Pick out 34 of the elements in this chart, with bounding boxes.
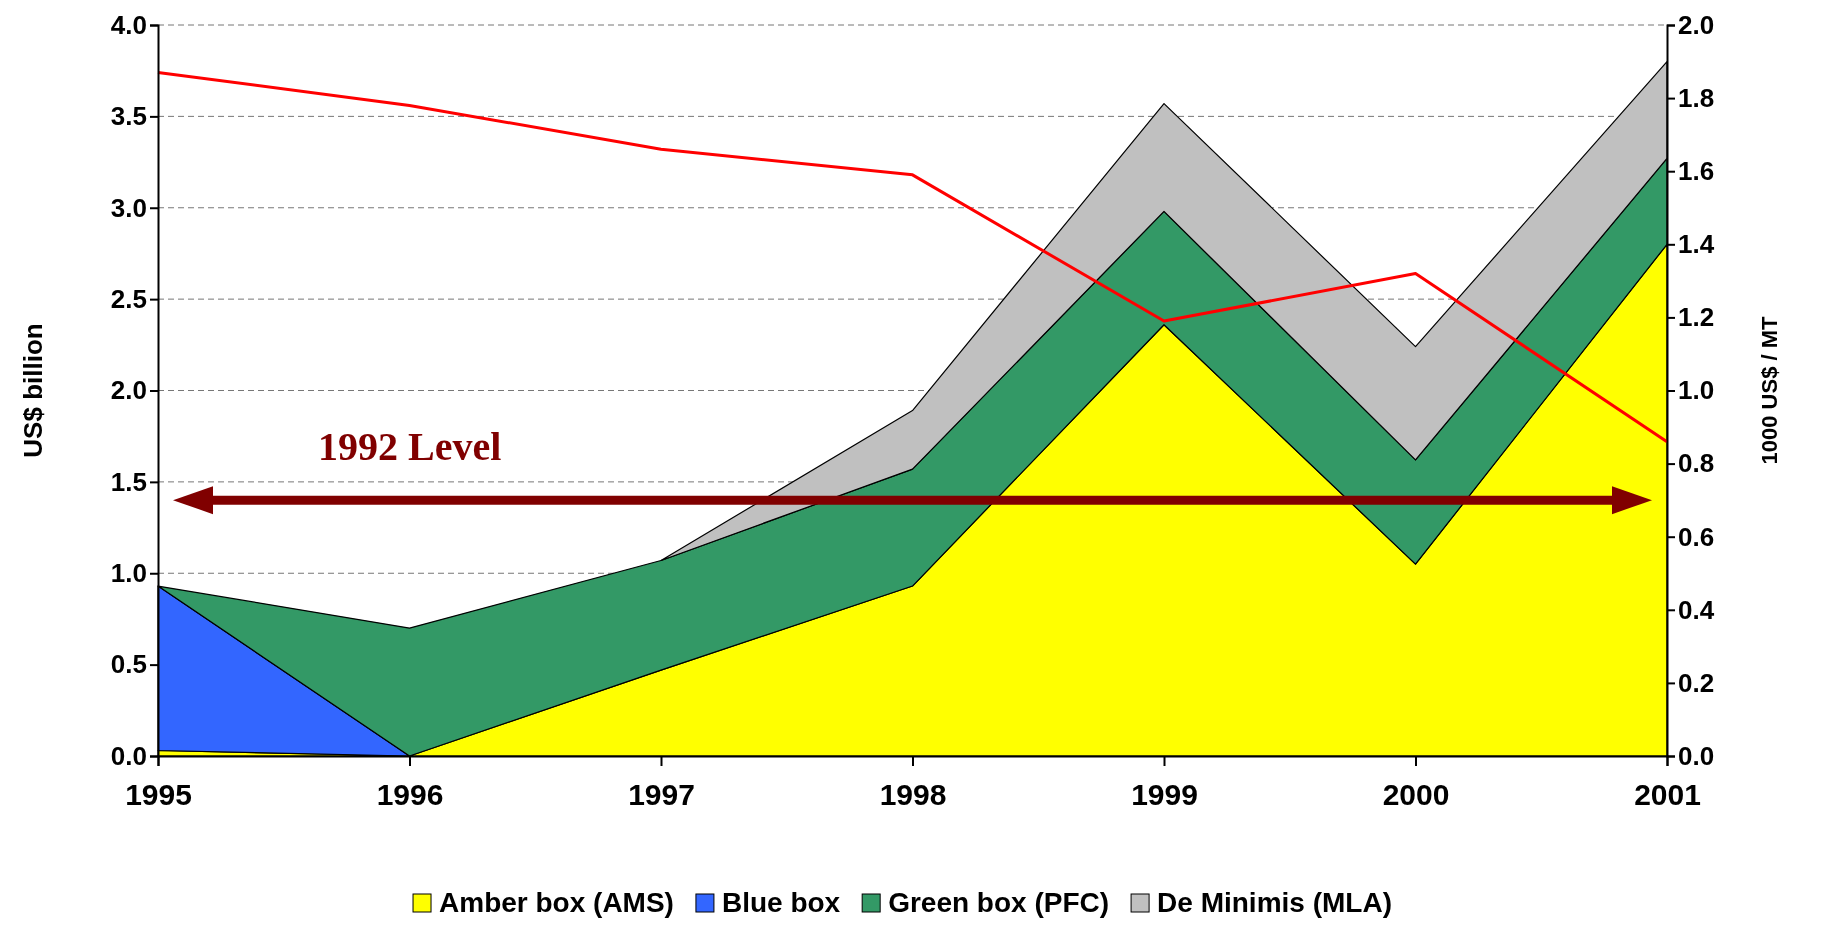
y2-tick-label: 1.0: [1678, 375, 1715, 406]
x-tick-label: 1995: [125, 778, 192, 811]
legend-label: Green box (PFC): [888, 887, 1110, 918]
ref-line-label: 1992 Level: [318, 424, 502, 470]
x-tick-label: 2000: [1382, 778, 1450, 811]
y-tick-label: 1.5: [110, 466, 147, 497]
x-tick-label: 1996: [376, 778, 444, 811]
y2-tick-label: 0.8: [1678, 448, 1715, 479]
y2-tick-label: 1.8: [1678, 82, 1715, 113]
legend-label: De Minimis (MLA): [1157, 887, 1392, 918]
legend-label: Blue box: [721, 887, 841, 918]
y-tick-label: 0.5: [110, 649, 147, 680]
y-tick-label: 1.0: [110, 558, 147, 589]
y2-tick-label: 1.6: [1678, 156, 1715, 187]
y-tick-label: 0.0: [110, 740, 147, 771]
y-tick-label: 3.5: [110, 101, 147, 132]
x-tick-label: 2001: [1634, 778, 1701, 811]
y2-tick-label: 0.2: [1678, 667, 1715, 698]
y2-tick-label: 1.4: [1678, 229, 1715, 260]
y-tick-label: 3.0: [110, 192, 147, 223]
y2-tick-label: 0.6: [1678, 521, 1715, 552]
y2-tick-label: 0.4: [1678, 594, 1715, 625]
y-tick-label: 4.0: [110, 9, 147, 40]
y2-tick-label: 2.0: [1678, 9, 1715, 40]
legend-label: Amber box (AMS): [439, 887, 674, 918]
x-tick-label: 1997: [628, 778, 695, 811]
y-tick-label: 2.0: [110, 375, 147, 406]
x-tick-label: 1999: [1131, 778, 1198, 811]
y2-tick-label: 0.0: [1678, 740, 1715, 771]
y-axis-title: US$ billion: [18, 323, 48, 458]
y-tick-label: 2.5: [110, 283, 147, 314]
y2-axis-title: 1000 US$ / MT: [1757, 315, 1782, 465]
x-tick-label: 1998: [879, 778, 947, 811]
y2-tick-label: 1.2: [1678, 302, 1715, 333]
